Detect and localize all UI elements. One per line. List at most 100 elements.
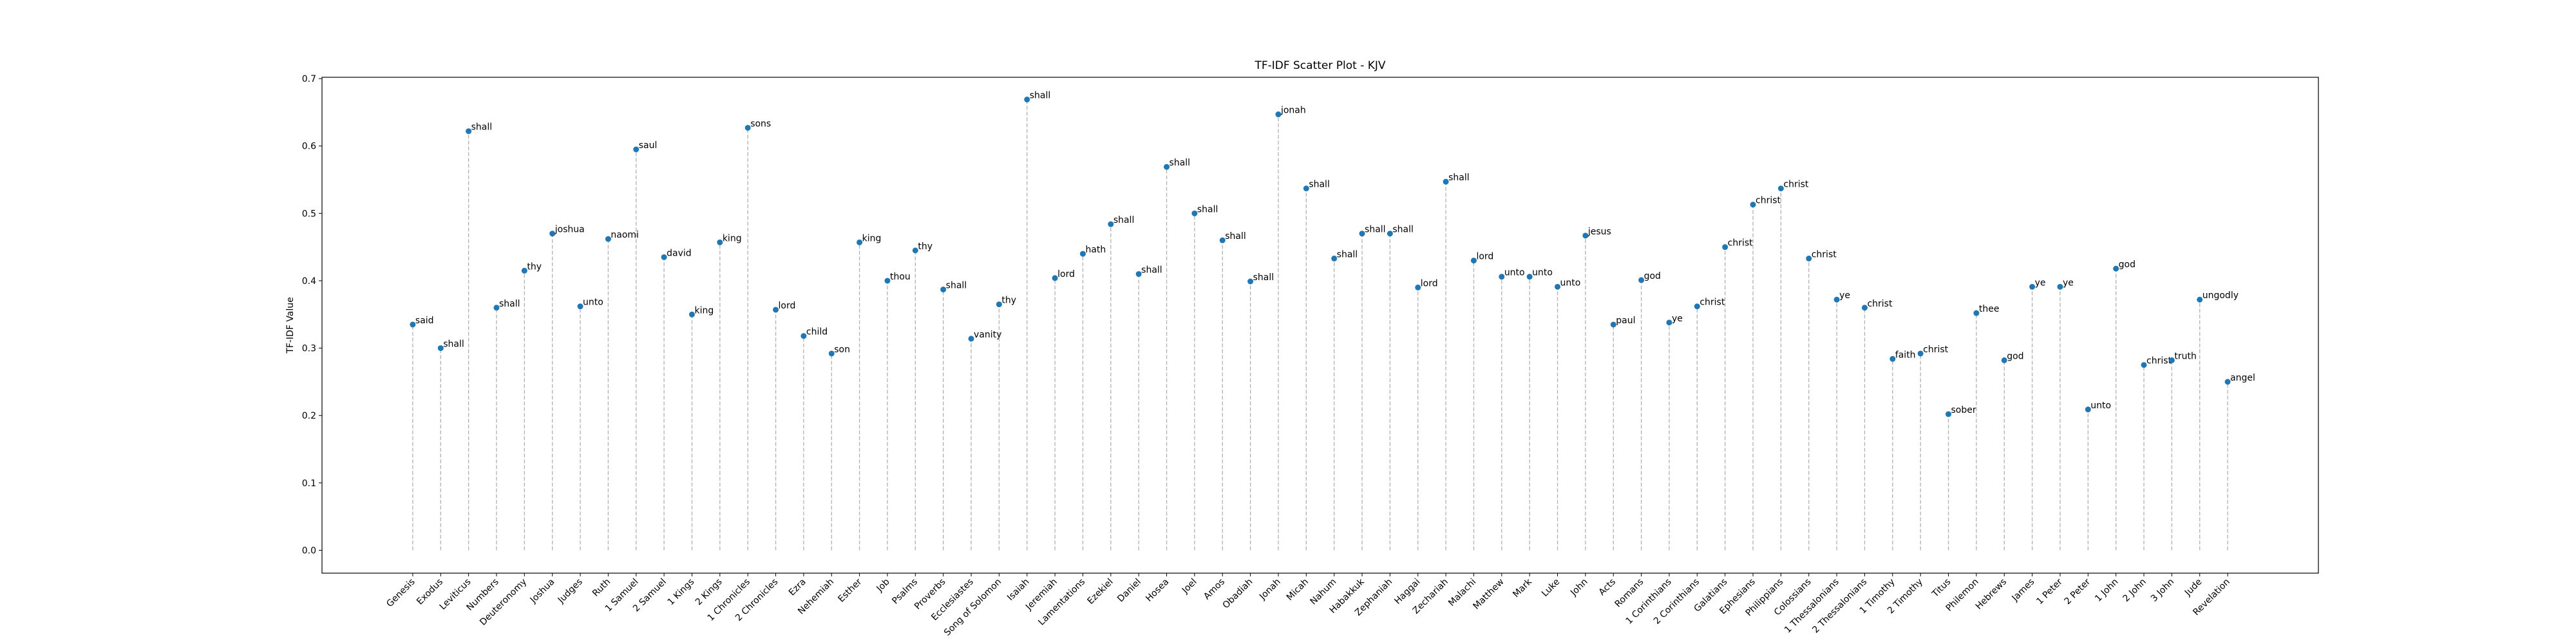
point-annotation: thy xyxy=(1001,296,1016,306)
point-annotation: ye xyxy=(2063,278,2074,288)
point-annotation: ye xyxy=(2035,278,2046,288)
point-annotation: vanity xyxy=(974,330,1001,340)
x-tick-label: Jonah xyxy=(1257,577,1283,603)
point xyxy=(1024,97,1030,103)
point xyxy=(633,146,639,153)
y-tick-label: 0.7 xyxy=(302,74,316,84)
x-tick-label: 2 Peter xyxy=(2063,576,2093,607)
y-tick-label: 0.6 xyxy=(302,142,316,152)
point-annotation: thee xyxy=(1979,304,2000,314)
point-annotation: christ xyxy=(1867,299,1893,309)
point xyxy=(1973,310,1980,316)
x-tick-label: Hebrews xyxy=(1974,577,2009,612)
point xyxy=(1833,296,1840,303)
x-tick-label: Esther xyxy=(836,576,864,604)
point-annotation: sons xyxy=(750,118,771,129)
point-annotation: angel xyxy=(2230,373,2255,383)
point-annotation: joshua xyxy=(554,225,585,235)
y-tick-label: 0.4 xyxy=(302,276,316,287)
point-annotation: shall xyxy=(1253,272,1274,283)
point-annotation: said xyxy=(415,316,434,326)
point-annotation: shall xyxy=(1030,91,1051,101)
point-annotation: christ xyxy=(1812,249,1837,260)
point xyxy=(1806,255,1812,261)
point-annotation: thy xyxy=(527,261,542,272)
point xyxy=(2141,362,2147,368)
y-tick-label: 0.2 xyxy=(302,411,316,421)
point xyxy=(1946,411,1952,417)
point-annotation: shall xyxy=(1365,225,1386,235)
point-annotation: shall xyxy=(443,339,464,350)
x-tick-label: Daniel xyxy=(1115,577,1143,605)
point xyxy=(1191,210,1198,216)
point xyxy=(884,278,891,284)
point xyxy=(2029,283,2036,290)
point xyxy=(1861,305,1868,311)
x-tick-label: 1 Kings xyxy=(666,577,697,608)
point-annotation: ye xyxy=(1672,314,1683,324)
point-annotation: child xyxy=(806,327,828,337)
point-annotation: god xyxy=(1644,271,1661,281)
point-annotation: christ xyxy=(1783,180,1809,190)
point-annotation: ye xyxy=(1839,290,1850,301)
point-annotation: hath xyxy=(1085,245,1106,255)
point-annotation: ungodly xyxy=(2202,290,2239,301)
x-tick-label: 2 John xyxy=(2121,577,2148,604)
point xyxy=(912,247,918,254)
point xyxy=(2001,357,2007,363)
point xyxy=(940,287,947,293)
point-annotation: lord xyxy=(1421,278,1438,289)
x-tick-label: Ruth xyxy=(591,577,612,599)
point xyxy=(1247,278,1254,285)
point xyxy=(2085,406,2091,413)
point xyxy=(2113,265,2119,272)
x-tick-label: Matthew xyxy=(1471,577,1506,612)
point xyxy=(688,311,695,317)
point-annotation: naomi xyxy=(611,230,639,240)
point-annotation: paul xyxy=(1616,316,1635,326)
point xyxy=(800,333,807,339)
point-annotation: unto xyxy=(583,298,603,308)
y-tick-label: 0.1 xyxy=(302,478,316,489)
point xyxy=(1555,283,1561,290)
point xyxy=(1079,251,1086,257)
point xyxy=(661,254,667,260)
point-annotation: unto xyxy=(1532,268,1553,278)
point xyxy=(2197,296,2203,303)
point xyxy=(1108,221,1114,227)
point xyxy=(1638,277,1645,283)
x-tick-label: Hosea xyxy=(1144,577,1171,604)
point xyxy=(2057,283,2063,290)
point-annotation: lord xyxy=(1057,269,1075,279)
point xyxy=(549,231,556,237)
point xyxy=(1582,232,1589,239)
x-tick-label: Joel xyxy=(1180,577,1199,596)
point-annotation: shall xyxy=(1392,225,1414,235)
x-tick-label: Judges xyxy=(556,577,585,606)
point xyxy=(605,236,611,242)
point xyxy=(1164,164,1170,170)
point xyxy=(2224,379,2231,385)
point xyxy=(1275,111,1282,118)
point xyxy=(1666,319,1672,326)
point-annotation: unto xyxy=(1504,268,1525,278)
point-annotation: lord xyxy=(1476,252,1493,262)
x-tick-label: 1 Peter xyxy=(2034,576,2065,607)
point-annotation: king xyxy=(723,233,742,243)
point xyxy=(828,350,835,357)
x-tick-label: Titus xyxy=(1930,577,1953,600)
point-annotation: shall xyxy=(1170,158,1191,168)
point-annotation: god xyxy=(2119,260,2136,270)
point xyxy=(2168,357,2175,363)
x-tick-label: Job xyxy=(875,576,892,594)
point-annotation: saul xyxy=(639,140,658,151)
point xyxy=(744,124,751,131)
plot-frame xyxy=(321,77,2319,574)
point-annotation: king xyxy=(862,233,882,243)
point-annotation: jesus xyxy=(1587,227,1611,237)
point xyxy=(1219,237,1226,243)
point xyxy=(1303,185,1309,192)
point xyxy=(1610,321,1616,328)
